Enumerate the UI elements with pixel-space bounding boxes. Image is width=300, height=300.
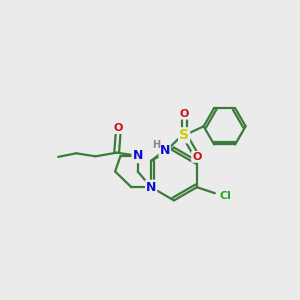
Text: N: N [132, 149, 143, 162]
Text: O: O [192, 152, 201, 162]
Text: Cl: Cl [219, 191, 231, 201]
Text: N: N [159, 144, 170, 157]
Text: O: O [179, 109, 189, 119]
Text: H: H [152, 140, 160, 150]
Text: N: N [146, 181, 156, 194]
Text: O: O [113, 123, 123, 133]
Text: S: S [179, 128, 189, 142]
